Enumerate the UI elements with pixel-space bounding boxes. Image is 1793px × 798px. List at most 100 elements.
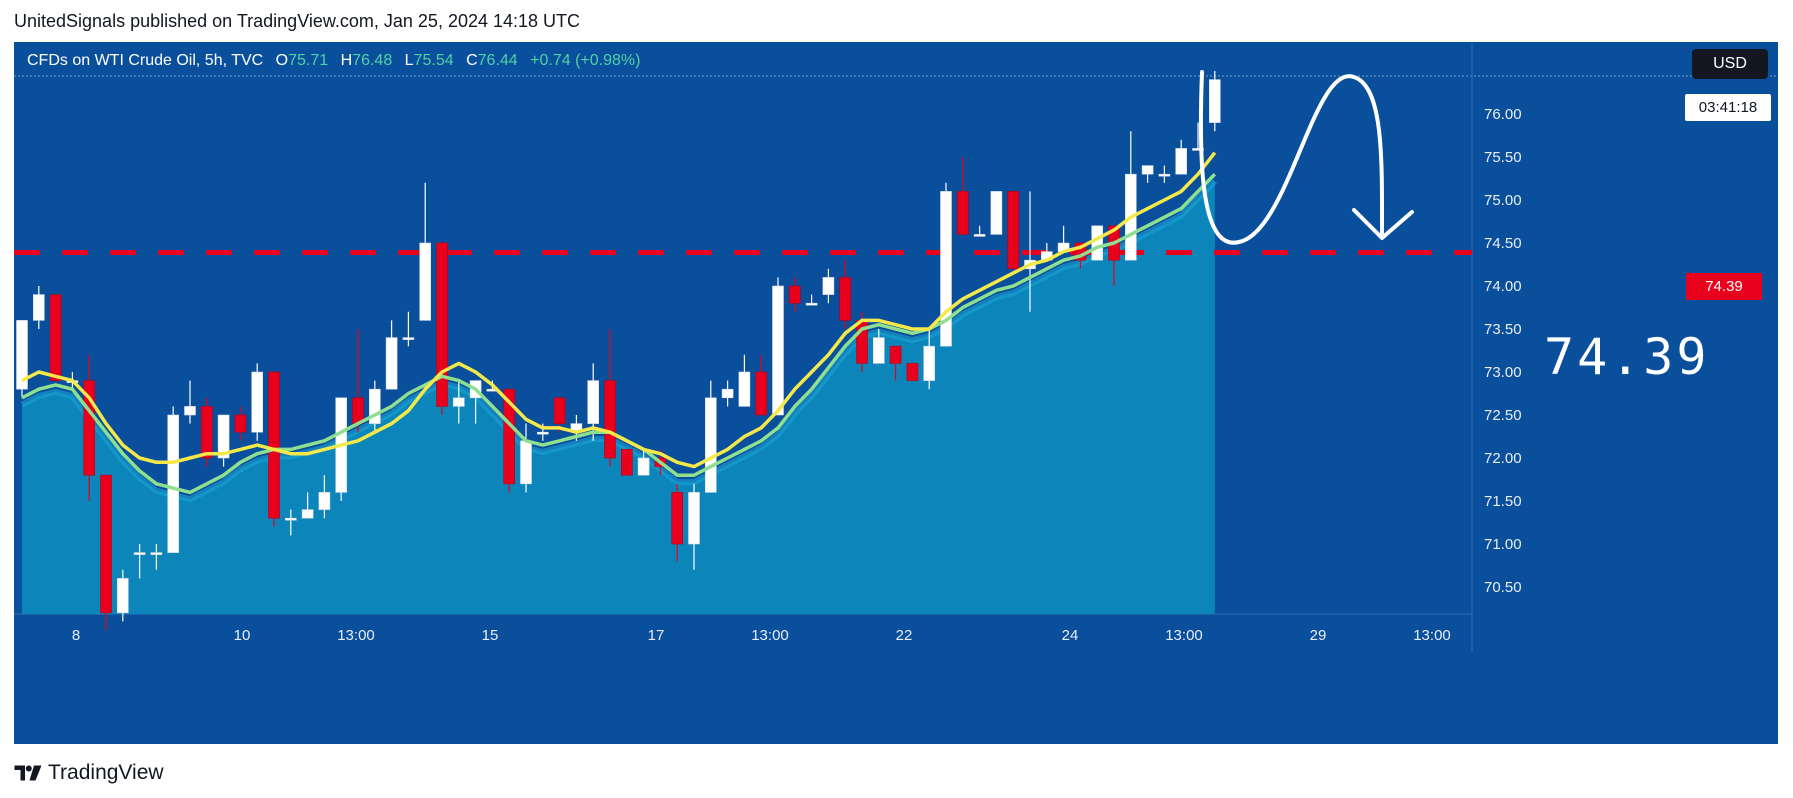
candle-body <box>268 371 280 519</box>
candle-body <box>637 457 650 476</box>
candle-body <box>990 191 1003 235</box>
candle-body <box>318 492 331 510</box>
target-annotation: 74.39 <box>1544 328 1710 386</box>
candle-body <box>822 277 835 295</box>
publish-header: UnitedSignals published on TradingView.c… <box>14 11 581 31</box>
open-label: O <box>275 52 289 69</box>
candle-body <box>940 191 952 347</box>
candlestick-chart[interactable]: 76.00 75.50 75.00 74.50 74.00 73.50 73.00 72.50… <box>14 42 1778 744</box>
candle-body <box>402 337 415 340</box>
candle-body <box>688 492 700 545</box>
candle-body <box>385 337 398 390</box>
price-tick-label: 74.50 <box>1484 235 1522 252</box>
area-edge <box>20 179 1217 503</box>
ma-fast-line <box>21 151 1217 469</box>
candle-body <box>1158 173 1171 177</box>
candle-body <box>620 449 633 476</box>
price-tick-label: 73.00 <box>1484 364 1522 381</box>
time-tick-label: 17 <box>648 627 665 644</box>
area-series <box>22 181 1215 614</box>
candle-body <box>671 492 684 545</box>
time-tick-label: 22 <box>896 627 913 644</box>
candle-body <box>805 302 818 306</box>
candle-body <box>1192 148 1204 151</box>
currency-button[interactable]: USD <box>1692 49 1768 79</box>
time-tick-label: 13:00 <box>751 627 789 644</box>
candle-body <box>520 440 532 485</box>
candle-body <box>536 431 549 435</box>
candle-body <box>906 363 919 381</box>
bar-countdown: 03:41:18 <box>1685 94 1771 121</box>
candle-body <box>100 474 112 614</box>
price-tick-label: 75.00 <box>1484 192 1522 209</box>
candle-body <box>587 380 600 424</box>
time-tick-label: 8 <box>72 627 80 644</box>
time-tick-label: 10 <box>234 627 251 644</box>
projection-path <box>1198 70 1385 245</box>
candle-body <box>872 337 885 364</box>
time-tick-label: 13:00 <box>1413 627 1451 644</box>
candle-body <box>32 294 45 321</box>
candle-body <box>301 509 314 519</box>
candle-body <box>604 380 616 459</box>
candle-body <box>368 388 381 424</box>
candle-body <box>1091 225 1103 261</box>
candle-body <box>956 191 969 235</box>
candle-body <box>251 371 263 433</box>
time-tick-label: 13:00 <box>1165 627 1203 644</box>
price-tick-label: 74.00 <box>1484 278 1522 295</box>
close-value: 76.44 <box>477 52 518 69</box>
candle-body <box>755 371 768 416</box>
candle-body <box>772 285 784 416</box>
candle-body <box>419 242 432 321</box>
candle-body <box>117 578 129 614</box>
candle-body <box>1209 79 1221 123</box>
footer-brand[interactable]: TradingView <box>14 761 164 785</box>
candle-body <box>150 552 163 555</box>
candle-body <box>16 320 28 390</box>
symbol-legend: CFDs on WTI Crude Oil, 5h, TVC O75.71 H7… <box>27 52 640 70</box>
low-label: L <box>404 52 414 69</box>
price-tick-label: 71.00 <box>1484 536 1522 553</box>
candle-body <box>503 388 516 485</box>
candle-body <box>1175 148 1187 175</box>
candle-body <box>49 294 62 381</box>
high-label: H <box>340 52 353 69</box>
price-tick-label: 73.50 <box>1484 321 1522 338</box>
chart-area[interactable]: 76.00 75.50 75.00 74.50 74.00 73.50 73.00 72.50… <box>14 42 1778 744</box>
price-tick-label: 72.00 <box>1484 450 1522 467</box>
time-tick-label: 29 <box>1310 627 1327 644</box>
close-label: C <box>466 52 478 69</box>
level-price-tag: 74.39 <box>1686 273 1762 300</box>
candle-body <box>1141 165 1154 175</box>
candle-body <box>553 397 566 424</box>
candle-body <box>738 371 751 407</box>
candle-body <box>889 345 902 364</box>
price-tick-label: 71.50 <box>1484 493 1522 510</box>
candle-body <box>721 388 734 399</box>
candle-body <box>452 397 465 407</box>
low-value: 75.54 <box>413 52 454 69</box>
candle-body <box>167 414 179 553</box>
time-tick-label: 13:00 <box>337 627 375 644</box>
candle-body <box>217 414 230 459</box>
candle-body <box>184 406 196 416</box>
price-tick-label: 76.00 <box>1484 106 1522 123</box>
brand-name: TradingView <box>48 761 164 784</box>
price-tick-label: 70.50 <box>1484 579 1522 596</box>
candle-body <box>923 345 936 381</box>
candle-body <box>704 397 717 493</box>
time-tick-label: 24 <box>1062 627 1079 644</box>
time-axis <box>14 614 1778 652</box>
open-value: 75.71 <box>288 52 329 69</box>
tradingview-logo-icon <box>14 765 42 781</box>
candle-body <box>973 234 986 237</box>
price-tick-label: 72.50 <box>1484 407 1522 424</box>
candle-body <box>436 242 448 407</box>
time-tick-label: 15 <box>482 627 499 644</box>
candle-body <box>133 552 146 555</box>
high-value: 76.48 <box>352 52 393 69</box>
price-tick-label: 75.50 <box>1484 149 1522 166</box>
candle-body <box>234 414 247 433</box>
candle-body <box>284 517 297 521</box>
